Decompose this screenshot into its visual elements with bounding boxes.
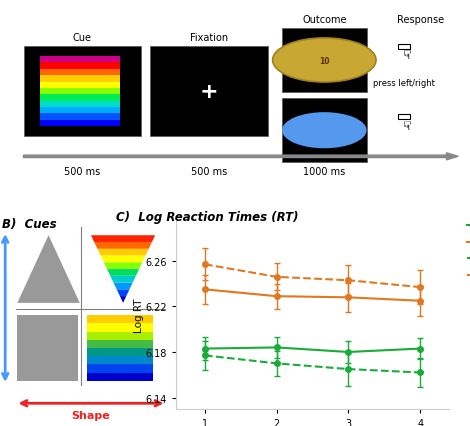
Bar [40,101,120,108]
Text: Shape: Shape [71,410,110,420]
Bar [398,45,410,50]
Bar [40,76,120,82]
Bar [40,108,120,114]
FancyArrow shape [24,153,458,161]
Bar [17,315,78,381]
Y-axis label: Log RT: Log RT [134,298,144,332]
Bar [86,373,153,381]
Bar [40,114,120,121]
Polygon shape [107,269,139,276]
Polygon shape [94,242,152,249]
Bar [40,57,120,63]
Polygon shape [97,249,149,256]
Bar [24,47,141,137]
Text: Cue: Cue [73,33,92,43]
Polygon shape [117,290,130,296]
Bar [398,115,410,120]
Text: B)  Cues: B) Cues [2,217,56,230]
Bar [86,332,153,340]
Bar [86,365,153,373]
Polygon shape [113,283,133,290]
Text: Outcome: Outcome [302,15,346,25]
Polygon shape [104,263,142,269]
Polygon shape [101,256,146,263]
Legend: Coin (real logRT), Circle (real logRT), Coin (sim logRT), Circle (sim logRT): Coin (real logRT), Circle (real logRT), … [463,218,470,283]
Bar [40,69,120,76]
Text: C)  Log Reaction Times (RT): C) Log Reaction Times (RT) [116,210,299,223]
Text: 500 ms: 500 ms [191,167,227,177]
Text: 1000 ms: 1000 ms [303,167,345,177]
Circle shape [273,39,376,83]
Bar [86,324,153,332]
Bar [40,95,120,101]
Text: +: + [200,82,219,102]
Bar [86,356,153,365]
Text: Fixation: Fixation [190,33,228,43]
Polygon shape [110,276,136,283]
Bar [40,63,120,69]
Polygon shape [91,236,155,242]
Polygon shape [120,296,126,303]
Bar [40,82,120,89]
Bar [86,315,153,324]
Bar [40,121,120,127]
Bar [150,47,268,137]
Text: press left/right: press left/right [373,78,435,87]
Bar [86,348,153,356]
Text: ☞: ☞ [398,49,411,60]
Bar [40,89,120,95]
Bar [282,99,367,163]
Text: 10: 10 [319,58,329,66]
Text: ☞: ☞ [398,119,411,130]
Text: 500 ms: 500 ms [64,167,101,177]
Polygon shape [17,236,80,303]
Circle shape [282,113,367,149]
Bar [282,29,367,93]
Bar [86,340,153,348]
Text: Response: Response [397,15,444,25]
